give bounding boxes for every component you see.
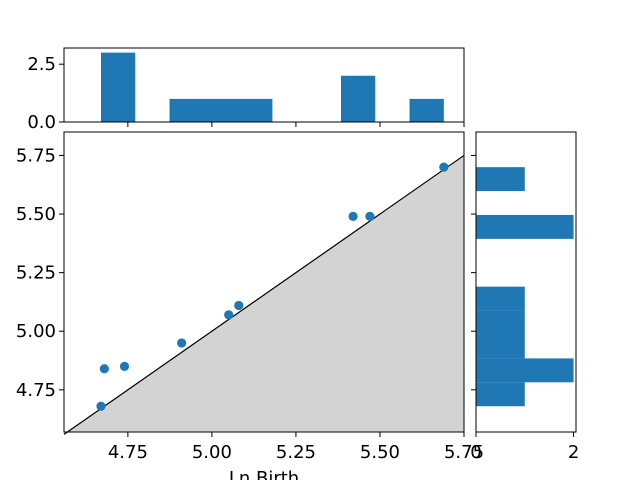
y-tick-label-5: 5.75 [16,145,56,166]
x-axis-label: Ln Birth [229,468,299,480]
top-hist-bar-3 [340,75,376,122]
right-hist-bar-3 [476,310,525,359]
main-scatter-panel: 4.75 5.00 5.25 5.50 5.75 4.75 5.00 5.25 5.50 5.75 [16,131,484,463]
right-hist-bar-6 [476,167,525,192]
main-frame [63,131,465,433]
right-hist-x-tick-label-1: 0 [470,442,481,463]
right-hist-bar-4 [476,286,525,311]
x-tick-label-2: 5.00 [192,442,232,463]
scatter-point-2 [99,364,109,374]
scatter-point-8 [365,211,375,221]
top-hist-bar-4 [409,98,444,122]
scatter-point-4 [177,338,187,348]
right-hist-frame [475,131,577,433]
y-tick-label-2: 5.00 [16,321,56,342]
scatter-point-1 [96,401,106,411]
x-tick-label-5: 5.75 [444,442,484,463]
y-tick-label-4: 5.50 [16,204,56,225]
diagonal-line [63,154,465,435]
scatter-point-3 [119,361,130,371]
scatter-point-5 [224,310,234,320]
top-hist-bar-1 [100,52,136,122]
x-tick-label-3: 5.25 [276,442,316,463]
top-histogram: 0.0 2.5 [27,47,465,133]
y-tick-label-1: 4.75 [16,380,56,401]
top-hist-y-tick-label-2: 2.5 [27,54,56,75]
scatter-point-9 [439,162,449,172]
top-hist-y-tick-label-1: 0.0 [27,112,56,133]
top-hist-frame [63,47,465,123]
right-hist-bar-2 [476,358,574,383]
right-hist-x-tick-label-2: 2 [568,442,579,463]
y-tick-label-3: 5.25 [16,263,56,284]
right-hist-bar-1 [476,382,525,407]
scatter-point-7 [348,211,358,221]
top-hist-bar-2 [169,98,273,122]
right-hist-bar-5 [476,214,574,239]
scatter-point-6 [234,300,244,311]
x-tick-label-1: 4.75 [108,442,148,463]
x-tick-label-4: 5.50 [360,442,400,463]
